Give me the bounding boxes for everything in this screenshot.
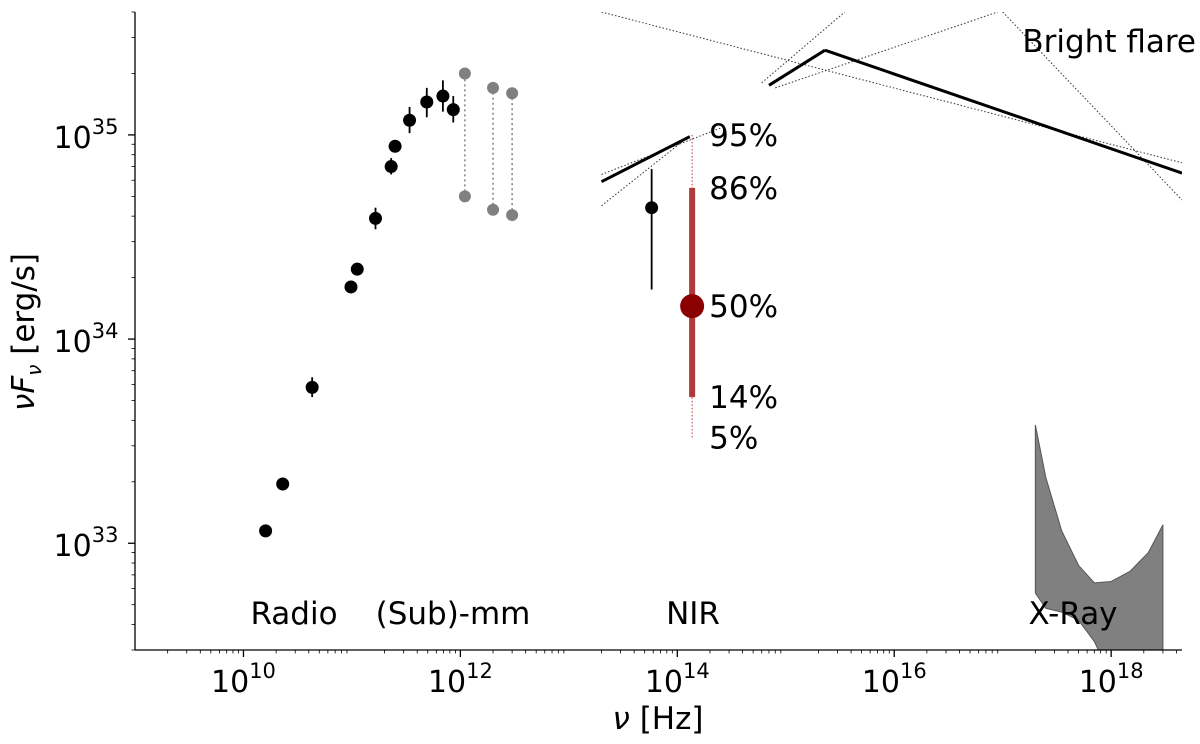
submm-range-lower-point-2 — [506, 209, 519, 222]
percentile-label-p50: 50% — [709, 289, 778, 325]
x-tick-base: 10 — [428, 665, 466, 700]
axes-frame — [134, 12, 1182, 651]
x-tick-exponent: 14 — [683, 659, 710, 683]
plot-area — [259, 12, 1182, 650]
percentile-label-p95: 95% — [709, 118, 778, 154]
radio-submm-points — [259, 80, 460, 538]
y-tick-label-33: 1033 — [54, 523, 119, 564]
y-tick-exponent: 35 — [92, 115, 119, 139]
y-tick-label-35: 1035 — [54, 115, 119, 156]
submm-range-lower-point-1 — [487, 203, 500, 216]
y-tick-exponent: 33 — [92, 523, 119, 547]
x-tick-label-10: 1010 — [211, 659, 276, 700]
flare-envelope-line-5 — [1002, 12, 1182, 201]
x-tick-base: 10 — [862, 665, 900, 700]
y-tick-exponent: 34 — [92, 319, 119, 343]
flare-model-rise-segment — [768, 48, 826, 87]
data-point-8 — [403, 113, 417, 127]
y-axis-title: νFν [erg/s] — [6, 253, 46, 411]
percentile-label-p14: 14% — [709, 380, 778, 416]
data-point-4 — [350, 262, 364, 276]
x-axis-title: ν [Hz] — [613, 701, 704, 737]
y-tick-label-34: 1034 — [54, 319, 119, 360]
x-tick-base: 10 — [1079, 665, 1117, 700]
submm-ranges — [458, 67, 519, 222]
data-point-5 — [369, 211, 383, 225]
x-tick-label-12: 1012 — [428, 659, 493, 700]
x-tick-base: 10 — [211, 665, 249, 700]
submm-range-lower-point-0 — [458, 190, 471, 203]
x-tick-label-18: 1018 — [1079, 659, 1144, 700]
percentile-label-p5: 5% — [709, 420, 758, 456]
submm-range-upper-point-1 — [487, 81, 500, 94]
flare-model — [600, 48, 1182, 184]
data-point-3 — [344, 280, 358, 294]
flare-envelope-line-1 — [601, 135, 690, 207]
flare-envelope-line-2 — [761, 12, 846, 84]
xray-band — [1034, 424, 1164, 650]
flare-model-decay-segment — [824, 48, 1182, 175]
region-label-submm: (Sub)-mm — [376, 596, 531, 632]
submm-range-upper-point-0 — [458, 67, 471, 80]
percentile-labels: 95% 86% 50% 14% 5% — [709, 118, 778, 456]
submm-range-upper-point-2 — [506, 87, 519, 100]
nir-median-marker — [680, 294, 705, 319]
x-tick-label-16: 1016 — [862, 659, 927, 700]
region-label-nir: NIR — [666, 596, 720, 632]
y-tick-base: 10 — [54, 325, 92, 360]
nir-point — [645, 201, 659, 215]
x-tick-base: 10 — [645, 665, 683, 700]
x-tick-exponent: 18 — [1117, 659, 1144, 683]
x-tick-exponent: 12 — [466, 659, 493, 683]
y-tick-base: 10 — [54, 121, 92, 156]
data-point-2 — [305, 380, 319, 394]
xray-uncertainty-band — [1034, 424, 1164, 650]
data-point-1 — [276, 477, 290, 491]
nir-data — [645, 134, 705, 438]
data-point-10 — [436, 89, 450, 103]
flare-envelope-line-3 — [775, 12, 998, 89]
data-point-0 — [259, 524, 273, 538]
flare-model-nir-segment — [600, 135, 691, 184]
data-point-11 — [446, 103, 460, 117]
x-tick-label-14: 1014 — [645, 659, 710, 700]
axis-ticks — [128, 11, 1177, 657]
y-tick-base: 10 — [54, 529, 92, 564]
x-tick-exponent: 10 — [249, 659, 276, 683]
region-label-radio: Radio — [250, 596, 337, 632]
data-point-9 — [420, 95, 434, 109]
data-point-6 — [384, 160, 398, 174]
bright-flare-annotation: Bright flare — [1022, 24, 1196, 60]
data-point-7 — [388, 139, 402, 153]
x-tick-exponent: 16 — [900, 659, 927, 683]
percentile-label-p86: 86% — [709, 171, 778, 207]
region-label-xray: X-Ray — [1028, 596, 1117, 632]
